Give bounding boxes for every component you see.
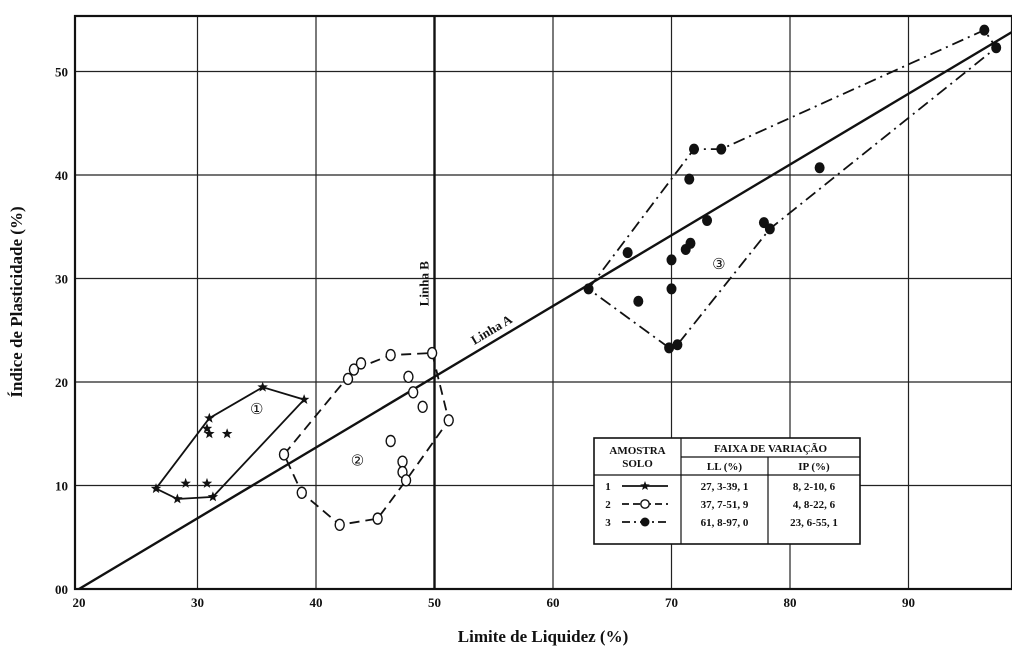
open-circle-point (385, 434, 396, 448)
filled-circle-point (666, 283, 677, 295)
y-tick-label: 50 (55, 65, 68, 80)
linha-b-label: Linha B (417, 261, 432, 306)
legend-filled-circle-marker (640, 517, 650, 527)
y-tick-label: 30 (55, 272, 68, 287)
zone-label-3: ③ (712, 257, 725, 273)
x-tick-label: 80 (784, 595, 797, 610)
x-tick-label: 30 (191, 595, 204, 610)
open-circle-point (355, 357, 367, 370)
legend-row-ip: 4, 8-22, 6 (793, 499, 836, 511)
x-tick-label: 60 (547, 595, 560, 610)
zone-label-1: ① (250, 402, 263, 418)
x-tick-label: 50 (428, 595, 441, 610)
open-circle-point (296, 486, 307, 499)
legend-row-ll: 37, 7-51, 9 (701, 499, 749, 511)
open-circle-point (417, 400, 428, 414)
filled-circle-point (702, 215, 713, 227)
envelope-series-2 (283, 352, 450, 526)
star-point (180, 477, 191, 488)
star-point (257, 381, 268, 392)
filled-circle-point (716, 143, 727, 155)
legend-row-ll: 27, 3-39, 1 (701, 481, 749, 493)
star-point (172, 493, 183, 504)
open-circle-point (443, 414, 454, 427)
star-point (298, 394, 310, 404)
open-circle-point (372, 512, 383, 525)
filled-circle-point (633, 295, 644, 307)
legend-row-ll: 61, 8-97, 0 (701, 517, 749, 529)
star-point (221, 428, 233, 439)
legend-header-amostra: SOLO (622, 458, 653, 470)
legend-row-id: 2 (605, 499, 611, 511)
star-point (201, 423, 213, 433)
legend-box (593, 437, 861, 545)
y-tick-label: 10 (55, 479, 68, 494)
open-circle-point (385, 348, 396, 362)
x-axis-label: Limite de Liquidez (%) (458, 627, 628, 646)
star-point (204, 428, 215, 439)
filled-circle-point (583, 283, 594, 295)
filled-circle-point (666, 254, 677, 266)
legend-header-faixa: FAIXA DE VARIAÇÃO (714, 443, 828, 455)
reference-lines (78, 16, 1012, 589)
star-point (150, 483, 162, 494)
filled-circle-point (814, 162, 825, 174)
x-tick-label: 70 (665, 595, 678, 610)
legend-header-amostra: AMOSTRA (609, 445, 665, 457)
legend-open-circle-marker (640, 499, 650, 509)
filled-circle-point (991, 42, 1002, 54)
open-circle-point (342, 372, 354, 386)
legend-row-id: 1 (605, 481, 611, 493)
open-circle-point (400, 474, 412, 487)
legend-header-ip: IP (%) (798, 461, 830, 473)
star-point (207, 491, 219, 502)
y-tick-label: 00 (55, 582, 68, 597)
x-tick-label: 90 (902, 595, 915, 610)
filled-circle-point (685, 237, 696, 249)
open-circle-point (426, 346, 438, 360)
grid (75, 16, 1012, 589)
legend-row-id: 3 (605, 517, 611, 529)
open-circle-point (407, 386, 419, 399)
x-tick-label: 40 (310, 595, 323, 610)
filled-circle-point (689, 143, 700, 155)
open-circle-point (348, 363, 360, 376)
y-tick-label: 40 (55, 168, 68, 183)
filled-circle-point (622, 247, 633, 259)
y-tick-label: 20 (55, 375, 68, 390)
legend-row-ip: 23, 6-55, 1 (790, 517, 838, 529)
open-circle-point (334, 518, 345, 532)
x-tick-label: 20 (73, 595, 86, 610)
series-layer (150, 24, 1002, 532)
legend-header-ll: LL (%) (707, 461, 742, 473)
star-point (204, 412, 215, 423)
filled-circle-point (672, 339, 683, 351)
filled-circle-point (664, 342, 675, 354)
filled-circle-point (684, 173, 695, 185)
open-circle-point (403, 370, 414, 384)
filled-circle-point (979, 24, 990, 36)
linha-a (78, 30, 1012, 589)
zone-label-2: ② (351, 454, 364, 470)
envelope-series-1 (155, 386, 306, 500)
legend-row-ip: 8, 2-10, 6 (793, 481, 836, 493)
filled-circle-point (764, 223, 775, 235)
axes: 20 30 40 50 60 70 80 90 00 10 20 30 40 50 (55, 14, 1012, 610)
legend-star-marker (640, 481, 650, 490)
star-point (201, 477, 213, 488)
plot-frame (73, 14, 1012, 591)
open-circle-point (397, 455, 408, 468)
y-axis-label: Índice de Plasticidade (%) (7, 206, 26, 397)
open-circle-point (278, 448, 290, 461)
